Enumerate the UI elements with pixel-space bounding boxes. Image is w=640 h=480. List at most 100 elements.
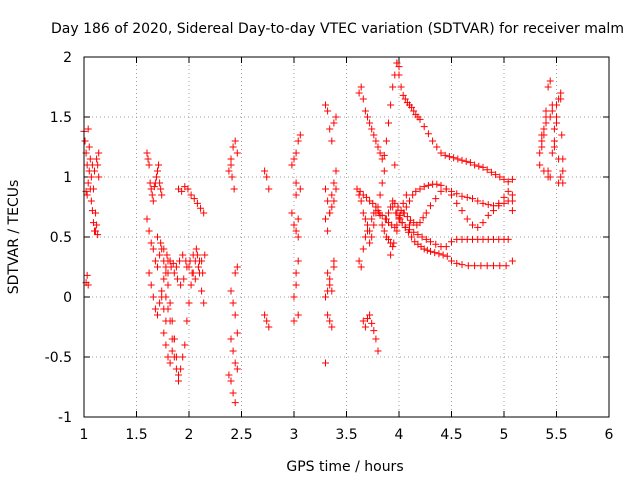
data-point xyxy=(496,262,504,270)
data-point xyxy=(191,275,199,283)
data-point xyxy=(443,252,451,260)
data-point xyxy=(416,185,424,193)
data-point xyxy=(95,173,103,181)
data-point xyxy=(439,251,447,259)
data-point xyxy=(475,162,483,170)
data-point xyxy=(89,185,97,193)
data-point xyxy=(326,209,334,217)
data-point xyxy=(326,317,334,325)
data-point xyxy=(151,257,159,265)
data-point xyxy=(263,317,271,325)
data-point xyxy=(324,197,332,205)
data-point xyxy=(445,153,453,161)
data-point xyxy=(184,185,192,193)
data-point xyxy=(385,119,392,127)
data-point xyxy=(180,275,188,283)
data-point xyxy=(148,191,156,199)
data-point xyxy=(458,207,466,215)
x-tick-label: 4 xyxy=(395,427,404,443)
data-point xyxy=(355,89,363,97)
data-point xyxy=(378,155,386,163)
data-point xyxy=(364,315,371,323)
data-point xyxy=(382,215,390,223)
data-point xyxy=(442,243,450,251)
data-point xyxy=(187,191,195,199)
data-point xyxy=(93,221,101,229)
data-point xyxy=(158,191,166,199)
data-point xyxy=(290,221,298,229)
x-tick-label: 3 xyxy=(290,427,299,443)
data-point xyxy=(156,251,164,259)
data-point xyxy=(162,269,170,277)
data-point xyxy=(292,227,300,235)
data-point xyxy=(94,161,102,169)
data-point xyxy=(156,179,164,187)
data-point xyxy=(374,143,382,151)
data-point xyxy=(374,347,382,355)
data-point xyxy=(357,197,365,205)
data-point xyxy=(176,257,184,265)
y-tick-label: 1.5 xyxy=(50,110,72,126)
data-point xyxy=(164,281,172,289)
data-point xyxy=(91,167,98,175)
data-point xyxy=(442,185,450,193)
data-point xyxy=(550,137,558,145)
data-point xyxy=(492,171,500,179)
data-point xyxy=(448,257,455,265)
data-point xyxy=(167,263,175,271)
data-point xyxy=(508,191,516,199)
data-point xyxy=(198,287,206,295)
data-point xyxy=(231,359,239,367)
data-point xyxy=(484,211,492,219)
data-point xyxy=(157,239,165,247)
data-point xyxy=(190,195,198,203)
data-point xyxy=(166,359,174,367)
data-point xyxy=(548,107,556,115)
data-point xyxy=(366,239,374,247)
data-point xyxy=(471,161,479,169)
data-point xyxy=(441,151,449,159)
data-point xyxy=(433,180,441,188)
data-point xyxy=(401,95,409,103)
data-point xyxy=(324,269,332,277)
data-point xyxy=(420,183,428,191)
data-point xyxy=(382,137,390,145)
data-point xyxy=(231,399,239,407)
data-point xyxy=(368,215,376,223)
data-point xyxy=(479,219,487,227)
data-point xyxy=(332,167,340,175)
data-point xyxy=(361,233,369,241)
data-point xyxy=(324,311,332,319)
y-tick-label: 1 xyxy=(63,170,72,186)
data-point xyxy=(326,281,334,289)
data-point xyxy=(458,261,466,269)
y-tick-label: 0.5 xyxy=(50,230,72,246)
data-point xyxy=(437,187,445,195)
data-point xyxy=(559,167,567,175)
data-point xyxy=(402,203,410,211)
data-point xyxy=(233,263,241,271)
data-point xyxy=(156,299,164,307)
data-point xyxy=(393,221,401,229)
data-point xyxy=(495,199,503,207)
data-point xyxy=(177,365,185,373)
data-point xyxy=(158,287,166,295)
data-point xyxy=(419,214,427,222)
data-point xyxy=(550,125,558,133)
data-point xyxy=(290,155,298,163)
data-point xyxy=(166,299,174,307)
data-point xyxy=(416,115,424,123)
data-point xyxy=(143,149,151,157)
data-point xyxy=(372,137,380,145)
data-point xyxy=(177,281,185,289)
data-point xyxy=(408,233,416,241)
data-point xyxy=(322,185,329,193)
data-point xyxy=(448,191,455,199)
data-point xyxy=(87,197,95,205)
data-point xyxy=(296,131,304,139)
data-point xyxy=(227,161,235,169)
data-point xyxy=(420,245,428,253)
data-point xyxy=(169,259,177,267)
data-point xyxy=(368,125,376,133)
